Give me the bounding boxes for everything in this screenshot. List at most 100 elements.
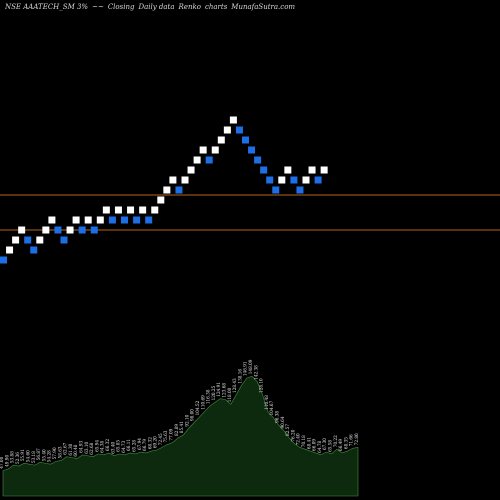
- renko-brick-down: [24, 236, 32, 244]
- volume-label: 110.48: [264, 395, 269, 410]
- volume-label: 70.22: [333, 435, 338, 447]
- renko-brick-down: [60, 236, 68, 244]
- volume-label: 62.68: [89, 442, 94, 454]
- renko-brick-up: [66, 226, 74, 234]
- volume-label: 69.20: [153, 436, 158, 448]
- renko-brick-down: [314, 176, 322, 184]
- volume-label: 64.73: [121, 441, 126, 453]
- volume-label: 68.41: [306, 437, 311, 449]
- renko-brick-up: [96, 216, 104, 224]
- chart-arrows: ~~: [92, 3, 104, 11]
- volume-label: 54.60: [25, 450, 30, 462]
- volume-label: 56.87: [36, 448, 41, 460]
- volume-label: 54.28: [47, 450, 52, 462]
- volume-label: 128.10: [259, 378, 264, 393]
- volume-label: 72.40: [296, 433, 301, 445]
- volume-label: 60.48: [73, 444, 78, 456]
- renko-brick-up: [199, 146, 207, 154]
- volume-label: 104.67: [269, 400, 274, 415]
- volume-label: 53.18: [31, 451, 36, 463]
- renko-brick-up: [151, 206, 159, 214]
- volume-label: 77.09: [169, 428, 174, 440]
- volume-label: 128.43: [232, 378, 237, 393]
- renko-brick-down: [54, 226, 62, 234]
- renko-brick-down: [30, 246, 38, 254]
- volume-label: 66.09: [312, 439, 317, 451]
- renko-brick-up: [18, 226, 26, 234]
- volume-label: 85.41: [179, 421, 184, 433]
- volume-label: 55.40: [41, 449, 46, 461]
- volume-label: 72.80: [354, 433, 359, 445]
- volume-label: 63.40: [110, 441, 115, 453]
- renko-brick-up: [193, 156, 201, 164]
- renko-brick-down: [78, 226, 86, 234]
- chart-frequency: Daily data: [138, 3, 175, 11]
- renko-brick-up: [163, 186, 171, 194]
- renko-brick-up: [139, 206, 147, 214]
- volume-label: 148.09: [248, 359, 253, 374]
- volume-label: 64.38: [100, 441, 105, 453]
- renko-brick-down: [235, 126, 243, 134]
- renko-brick-up: [12, 236, 20, 244]
- volume-label: 124.91: [216, 382, 221, 397]
- renko-brick-up: [181, 176, 189, 184]
- renko-brick-up: [278, 176, 286, 184]
- renko-brick-down: [254, 156, 262, 164]
- renko-brick-down: [296, 186, 304, 194]
- chart-symbol: NSE AAATECH_SM 3%: [5, 3, 89, 11]
- renko-brick-down: [145, 216, 153, 224]
- volume-label: 55.91: [20, 449, 25, 461]
- volume-label: 142.38: [253, 365, 258, 380]
- volume-label: 62.67: [63, 442, 68, 454]
- renko-brick-down: [266, 176, 274, 184]
- renko-brick-up: [157, 196, 165, 204]
- chart-site: MunafaSutra.com: [231, 3, 296, 11]
- renko-brick-up: [127, 206, 135, 214]
- volume-label: 61.30: [68, 443, 73, 455]
- volume-label: 66.49: [338, 439, 343, 451]
- renko-brick-up: [169, 176, 177, 184]
- volume-label: 66.32: [105, 439, 110, 451]
- volume-label: 72.45: [158, 433, 163, 445]
- renko-brick-down: [205, 156, 213, 164]
- volume-label: 49.90: [4, 455, 9, 467]
- volume-label: 53.88: [10, 451, 15, 463]
- renko-brick-up: [114, 206, 122, 214]
- renko-brick-up: [187, 166, 195, 174]
- renko-brick-up: [42, 226, 50, 234]
- renko-brick-up: [284, 166, 292, 174]
- renko-brick-down: [121, 216, 128, 224]
- volume-label: 75.63: [163, 430, 168, 442]
- volume-label: 67.30: [322, 438, 327, 450]
- renko-brick-up: [48, 216, 56, 224]
- renko-brick-down: [133, 216, 141, 224]
- volume-label: 57.90: [52, 447, 57, 459]
- renko-brick-up: [36, 236, 44, 244]
- volume-label: 120.25: [211, 385, 216, 400]
- volume-label: 92.10: [184, 414, 189, 426]
- volume-label: 65.85: [116, 440, 121, 452]
- volume-label: 110.69: [200, 395, 205, 410]
- volume-label: 70.18: [301, 435, 306, 447]
- chart-header: NSE AAATECH_SM 3% ~~ Closing Daily data Renk…: [5, 3, 485, 15]
- chart-word: charts: [204, 3, 228, 11]
- renko-brick-down: [0, 256, 7, 264]
- renko-brick-up: [229, 116, 237, 124]
- volume-area: [2, 375, 359, 497]
- renko-brick-down: [108, 216, 116, 224]
- renko-brick-down: [175, 186, 183, 194]
- renko-brick-up: [72, 216, 80, 224]
- volume-label: 123.68: [222, 383, 227, 398]
- volume-label: 64.93: [78, 441, 83, 453]
- volume-label: 65.58: [328, 440, 333, 452]
- renko-brick-down: [90, 226, 98, 234]
- renko-brick-up: [223, 126, 231, 134]
- volume-label: 47.00: [0, 456, 4, 468]
- volume-label: 104.52: [195, 400, 200, 415]
- volume-label: 146.91: [243, 361, 248, 376]
- volume-label: 118.00: [227, 387, 232, 402]
- volume-label: 66.11: [126, 439, 131, 451]
- volume-label: 67.94: [137, 438, 142, 450]
